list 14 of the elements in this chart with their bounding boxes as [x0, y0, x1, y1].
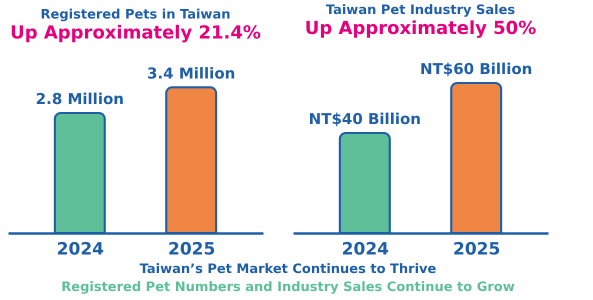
chart-subtitle: Up Approximately 50%: [304, 18, 536, 39]
text: Registered Pet Numbers and Industry Sales Continue to Grow: [61, 280, 515, 295]
data-label: 2.8 Million: [36, 90, 124, 108]
x-tick-label: 2024: [56, 240, 104, 260]
data-label: 3.4 Million: [147, 64, 236, 82]
chart-subtitle: Up Approximately 21.4%: [10, 22, 261, 44]
x-tick-label: 2025: [168, 240, 216, 260]
data-label: NT$40 Billion: [308, 110, 421, 128]
chart-title: Registered Pets in Taiwan: [40, 7, 230, 22]
data-label: NT$60 Billion: [420, 60, 532, 78]
x-tick-label: 2025: [453, 240, 500, 260]
x-tick-label: 2024: [342, 240, 390, 260]
chart-title: Taiwan Pet Industry Sales: [326, 3, 516, 18]
text: Taiwan’s Pet Market Continues to Thrive: [140, 262, 437, 277]
